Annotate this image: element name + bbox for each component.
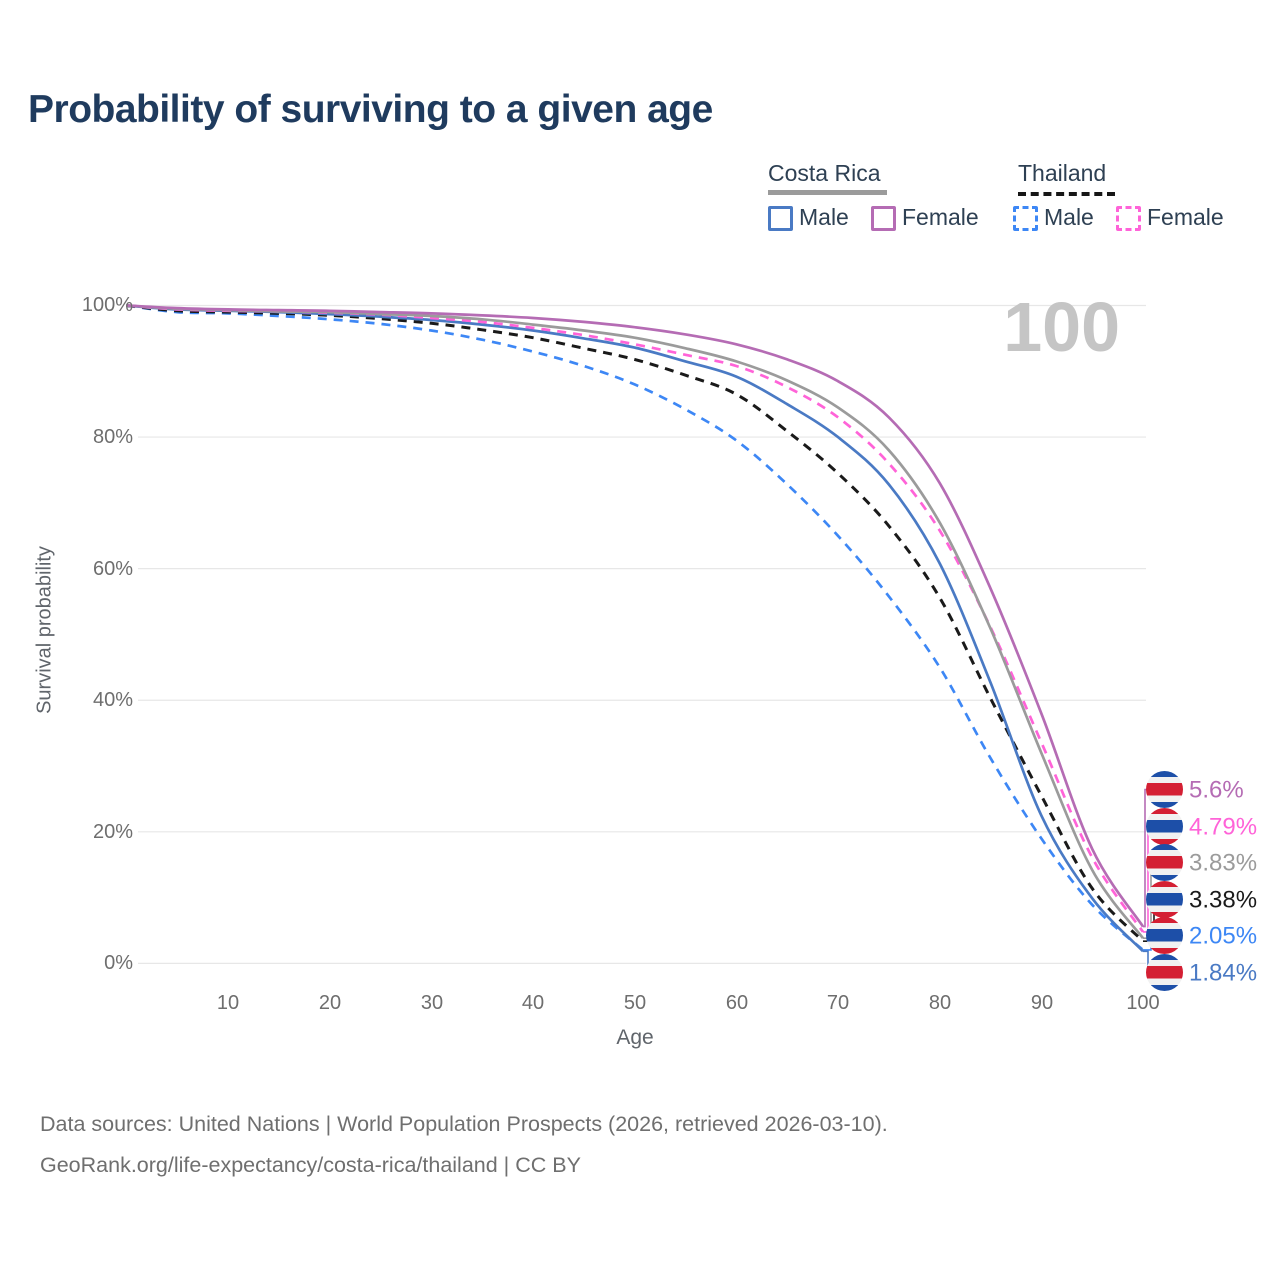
checkbox-thailand-female[interactable] [1116,206,1141,231]
x-tick-10: 10 [216,992,240,1014]
legend-group-costa-rica: Costa Rica [768,160,887,195]
y-tick-40: 40% [92,689,133,711]
legend-label-female: Female [902,204,979,230]
y-tick-100: 100% [81,294,133,316]
legend-label-female: Female [1147,204,1224,230]
y-tick-60: 60% [92,558,133,580]
x-tick-50: 50 [623,992,647,1014]
legend-underline-thailand [1018,192,1115,196]
legend-label-male: Male [1044,204,1094,230]
thailand-flag-icon [1146,881,1183,919]
data-source-note: Data sources: United Nations | World Pop… [40,1104,888,1186]
y-tick-20: 20% [92,821,133,843]
end-label-thailand-male: 2.05% [1146,917,1258,955]
end-label-costa-rica-female: 5.6% [1146,771,1244,809]
legend-label-male: Male [799,204,849,230]
costa-rica-flag-icon [1146,954,1183,992]
end-value: 3.38% [1189,886,1258,914]
legend-country-costa-rica: Costa Rica [768,160,881,186]
end-value: 2.05% [1189,922,1258,950]
x-tick-60: 60 [725,992,749,1014]
costa-rica-flag-icon [1146,844,1183,882]
x-tick-20: 20 [318,992,342,1014]
thailand-flag-icon [1146,808,1183,846]
end-value: 4.79% [1189,813,1258,841]
end-value: 1.84% [1189,959,1258,987]
end-label-costa-rica-male: 1.84% [1146,954,1258,992]
end-label-thailand-female: 4.79% [1146,808,1258,846]
page-title: Probability of surviving to a given age [28,88,713,131]
end-label-thailand: 3.38% [1146,881,1258,919]
x-tick-30: 30 [420,992,444,1014]
x-tick-40: 40 [521,992,545,1014]
legend-underline-costa-rica [768,190,887,195]
source-line: Data sources: United Nations | World Pop… [40,1112,888,1136]
y-tick-80: 80% [92,426,133,448]
x-tick-80: 80 [928,992,952,1014]
y-tick-0: 0% [104,952,133,974]
costa-rica-flag-icon [1146,771,1183,809]
checkbox-thailand-male[interactable] [1013,206,1038,231]
thailand-flag-icon [1146,917,1183,955]
x-axis-title: Age [616,1026,654,1049]
end-label-costa-rica: 3.83% [1146,844,1258,882]
end-value: 5.6% [1189,776,1244,804]
end-value: 3.83% [1189,849,1258,877]
x-tick-90: 90 [1030,992,1054,1014]
x-tick-100: 100 [1126,992,1160,1014]
checkbox-costa-rica-female[interactable] [871,206,896,231]
age-watermark: 100 [1003,288,1120,366]
checkbox-costa-rica-male[interactable] [768,206,793,231]
legend-group-thailand: Thailand [1018,160,1115,196]
x-tick-70: 70 [826,992,850,1014]
legend-country-thailand: Thailand [1018,160,1107,186]
attribution-line: GeoRank.org/life-expectancy/costa-rica/t… [40,1153,581,1177]
